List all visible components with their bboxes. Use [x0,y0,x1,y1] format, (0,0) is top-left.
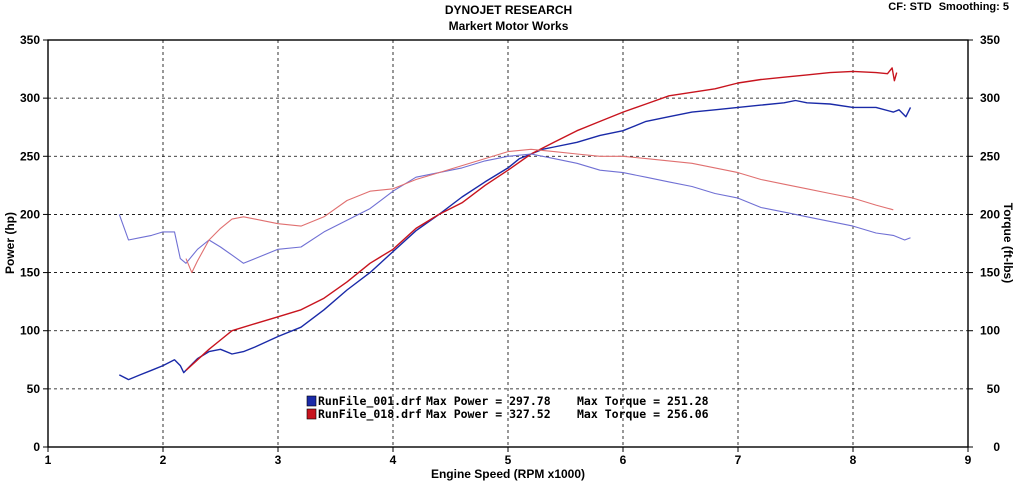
y-left-tick-label: 150 [20,266,40,280]
x-tick-label: 4 [390,453,397,467]
legend-file-1: RunFile_001.drf [318,394,422,409]
smoothing-label: Smoothing: 5 [938,1,1009,13]
legend-entry-2: RunFile_018.drf Max Power = 327.52 Max T… [306,407,709,422]
x-tick-label: 6 [620,453,627,467]
x-tick-label: 5 [505,453,512,467]
legend-file-2: RunFile_018.drf [318,407,422,422]
y-axis-left-label: Power (hp) [3,212,17,274]
header-info: CF: STD Smoothing: 5 [884,1,1009,13]
y-left-tick-label: 0 [33,440,40,454]
x-tick-label: 7 [735,453,742,467]
legend-entry-1: RunFile_001.drf Max Power = 297.78 Max T… [306,394,709,409]
x-tick-label: 3 [275,453,282,467]
y-left-tick-label: 350 [20,33,40,47]
y-right-tick-label: 200 [980,207,1000,221]
series-line-4 [185,148,894,274]
y-right-tick-label: 150 [980,266,1000,280]
y-right-tick-label: 250 [980,149,1000,163]
legend: RunFile_001.drf Max Power = 297.78 Max T… [306,394,709,422]
y-axis-right-ticks: 0 50 100 150 200 250 300 350 [968,33,1000,454]
y-left-tick-label: 200 [20,207,40,221]
legend-max-torque-2: Max Torque = 256.06 [577,407,709,421]
x-tick-label: 8 [850,453,857,467]
series-line-3 [118,153,911,264]
legend-max-power-2: Max Power = 327.52 [426,407,551,421]
chart-title: DYNOJET RESEARCH [444,3,573,17]
x-tick-label: 1 [45,453,52,467]
y-axis-right-label: Torque (ft-lbs) [1001,203,1015,283]
y-left-tick-label: 300 [20,91,40,105]
y-left-tick-label: 100 [20,324,40,338]
y-right-tick-label: 0 [993,440,1000,454]
y-left-tick-label: 50 [27,382,41,396]
y-right-tick-label: 100 [980,324,1000,338]
legend-max-power-1: Max Power = 297.78 [426,394,551,408]
y-axis-left-ticks: 0 50 100 150 200 250 300 350 [20,33,48,454]
legend-swatch-1 [306,395,317,407]
series-layer [118,67,912,381]
legend-max-torque-1: Max Torque = 251.28 [577,394,709,408]
cf-label: CF: STD [888,1,932,13]
y-right-tick-label: 350 [980,33,1000,47]
y-right-tick-label: 50 [987,382,1001,396]
x-axis-ticks: 1 2 3 4 5 6 7 8 9 [45,447,972,467]
x-tick-label: 9 [965,453,972,467]
x-tick-label: 2 [160,453,167,467]
series-line-2 [185,67,898,371]
legend-swatch-2 [306,408,317,420]
chart-subtitle: Markert Motor Works [448,19,569,33]
y-right-tick-label: 300 [980,91,1000,105]
x-axis-label: Engine Speed (RPM x1000) [431,467,585,481]
y-left-tick-label: 250 [20,149,40,163]
